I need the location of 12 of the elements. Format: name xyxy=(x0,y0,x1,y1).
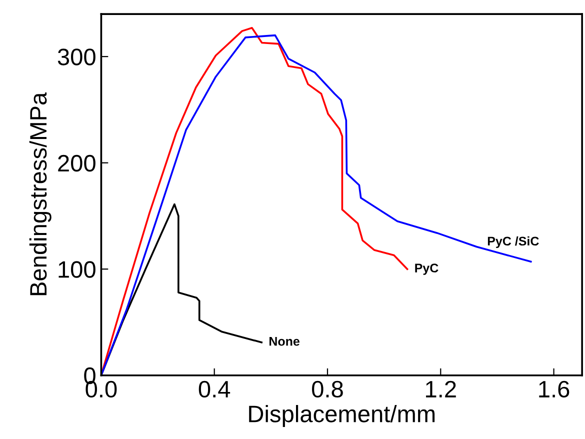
y-tick-label: 100 xyxy=(58,261,96,278)
x-tick-label: 0.8 xyxy=(312,380,343,398)
y-tick-label: 200 xyxy=(58,154,96,172)
series-label: None xyxy=(269,337,300,346)
x-tick-label: 0.4 xyxy=(198,380,230,398)
series-label: PyC xyxy=(415,264,438,275)
series-label: PyC /SiC xyxy=(488,236,539,248)
y-tick-label: 300 xyxy=(58,48,96,66)
x-axis-title: Displacement/mm xyxy=(249,404,435,428)
x-tick-label: 1.2 xyxy=(426,380,456,398)
y-axis-title: Bendingstress/MPa xyxy=(29,92,52,296)
x-tick-label: 1.6 xyxy=(539,380,570,398)
